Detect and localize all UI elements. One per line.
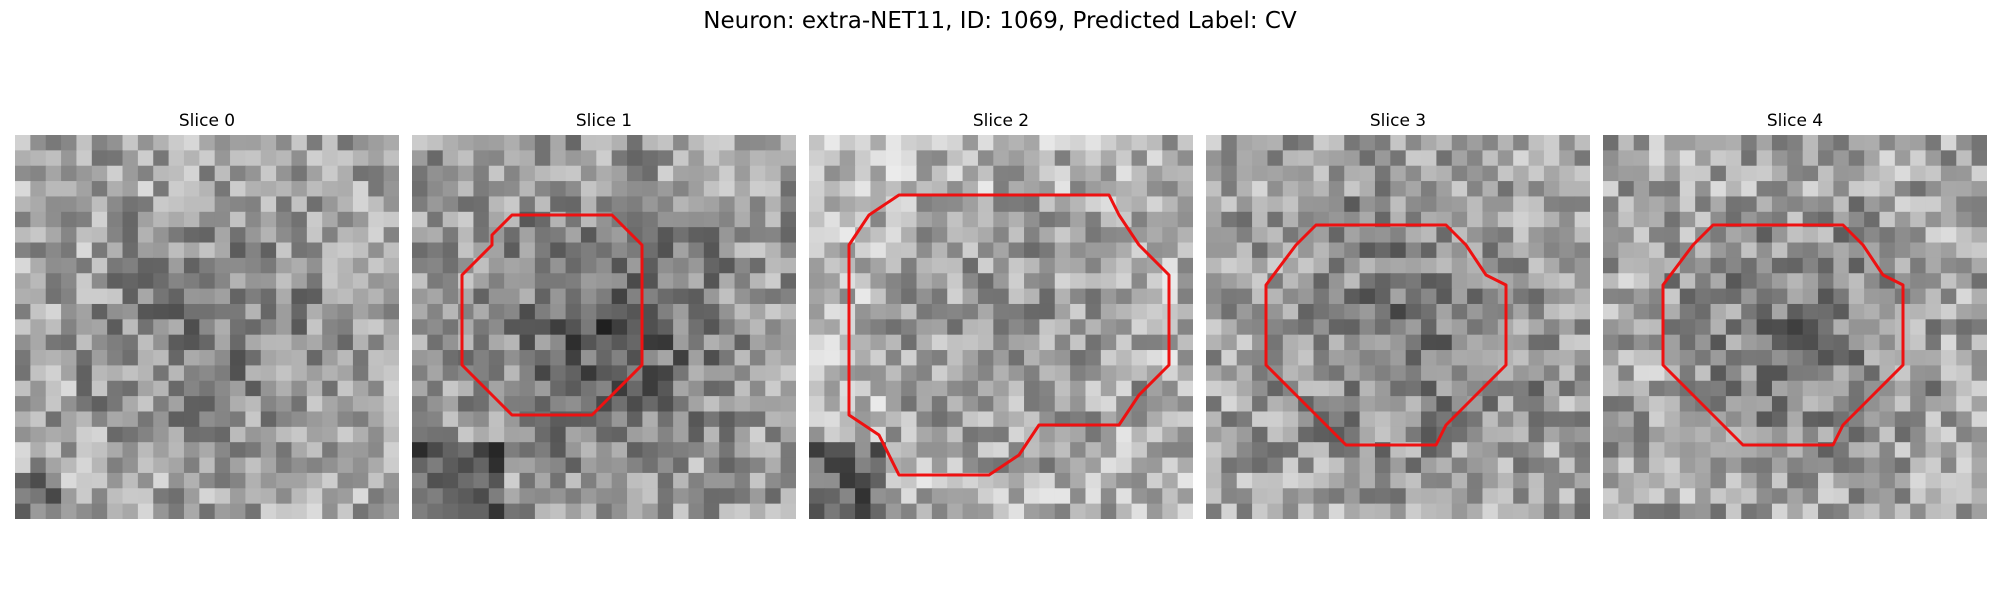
slice-image (1603, 135, 1987, 519)
pixel-grid (809, 135, 1193, 519)
panel-slice-3: Slice 3 (1206, 110, 1590, 519)
pixel-grid (1603, 135, 1987, 519)
figure-title: Neuron: extra-NET11, ID: 1069, Predicted… (703, 8, 1297, 34)
panel-title: Slice 2 (972, 111, 1030, 131)
panel-title: Slice 3 (1369, 111, 1427, 131)
slice-image (15, 135, 399, 519)
neuron-contour (847, 193, 1171, 477)
panel-slice-2: Slice 2 (809, 110, 1193, 519)
panel-title: Slice 1 (575, 111, 633, 131)
slice-image (1206, 135, 1590, 519)
neuron-contour (1264, 223, 1508, 447)
panel-slice-4: Slice 4 (1603, 110, 1987, 519)
panel-title: Slice 4 (1766, 111, 1824, 131)
panel-slice-1: Slice 1 (412, 110, 796, 519)
neuron-contour (1661, 223, 1905, 447)
pixel-grid (412, 135, 796, 519)
pixel-grid (1206, 135, 1590, 519)
pixel-grid (15, 135, 399, 519)
panel-title: Slice 0 (178, 111, 236, 131)
slice-image (809, 135, 1193, 519)
neuron-contour (460, 213, 644, 417)
slice-image (412, 135, 796, 519)
panel-slice-0: Slice 0 (15, 110, 399, 519)
